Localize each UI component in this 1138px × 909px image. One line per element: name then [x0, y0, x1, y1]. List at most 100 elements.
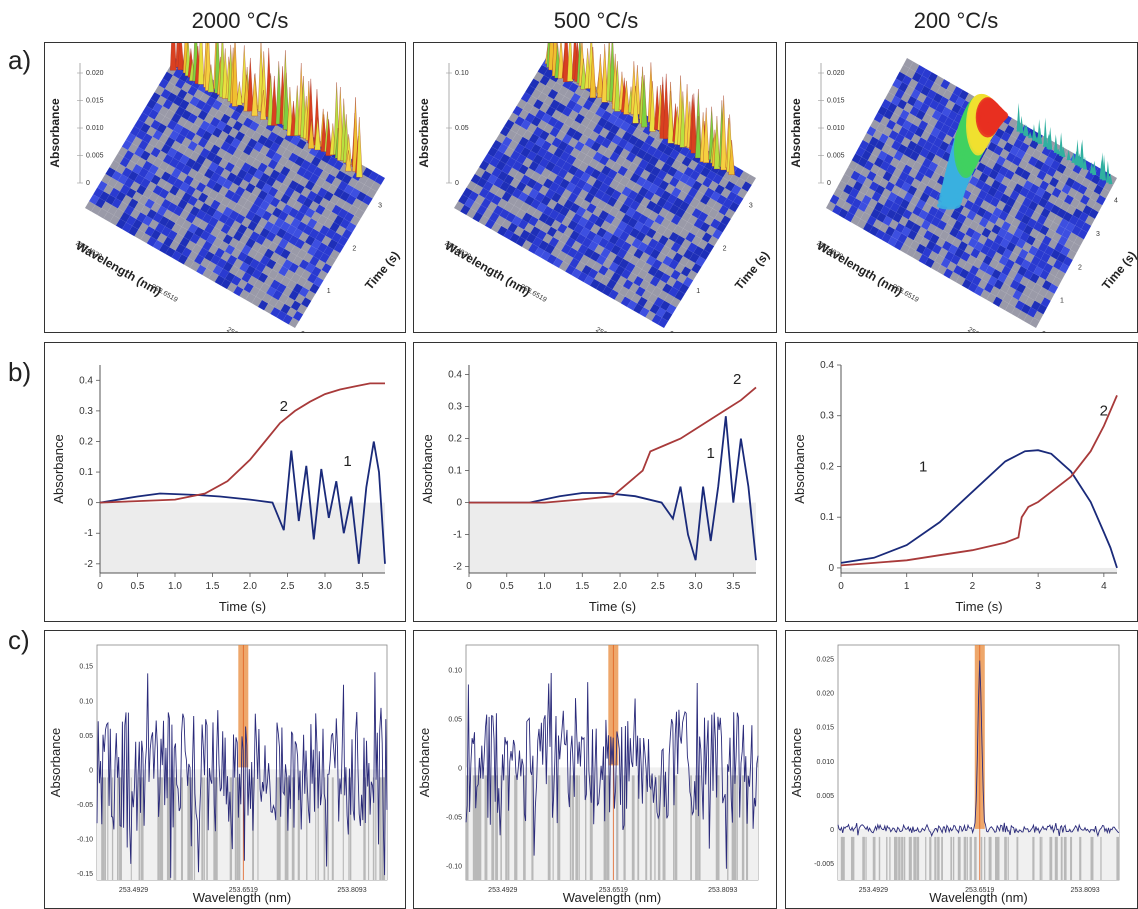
surface-cell [687, 187, 699, 198]
surface-cell [481, 170, 492, 181]
surface-cell [1039, 269, 1050, 281]
surface-cell [288, 207, 299, 218]
surface-cell [888, 219, 899, 230]
surface-cell [301, 269, 312, 281]
surface-cell [202, 213, 213, 224]
y-tick-label: 0.05 [448, 716, 462, 723]
surface-cell [163, 236, 174, 248]
surface-cell [1041, 190, 1052, 202]
time-axis-label: Time (s) [1099, 248, 1137, 292]
surface-cell [1066, 249, 1077, 260]
surface-cell [519, 229, 531, 241]
surface-cell [464, 197, 475, 209]
surface-cell [130, 126, 141, 137]
surface-cell [198, 192, 209, 203]
surface-cell [608, 206, 620, 218]
surface-cell [602, 285, 613, 297]
surface-cell [189, 178, 201, 189]
surface-cell [1019, 276, 1030, 287]
surface-cell [660, 272, 671, 284]
surface-cell [674, 235, 686, 246]
surface-cell [216, 175, 227, 186]
surface-cell [263, 220, 275, 232]
surface-cell [187, 223, 199, 234]
y-tick-label: 0.10 [448, 667, 462, 674]
surface-cell [173, 95, 184, 107]
surface-cell [265, 203, 277, 215]
surface-cell [280, 303, 291, 315]
surface-cell [1054, 197, 1065, 209]
surface-cell [157, 233, 168, 244]
surface-cell [1077, 184, 1088, 195]
surface-cell [932, 244, 943, 255]
surface-cell [265, 148, 276, 160]
y-axis-label: Absorbance [417, 728, 432, 797]
z-tick-label: 0.005 [86, 153, 104, 160]
surface-cell [181, 82, 192, 93]
spectrum-chart-c-2000: 253.4929 253.6519 253.8093-0.15-0.10-0.050… [48, 644, 388, 905]
surface-cell [993, 189, 1004, 201]
surface-cell [158, 188, 170, 199]
y-tick-label: 0.3 [820, 411, 834, 422]
surface-cell [946, 216, 957, 228]
surface-cell [214, 275, 225, 286]
surface-cell [274, 300, 285, 311]
surface-spike [567, 43, 574, 82]
surface-cell [1025, 190, 1036, 201]
surface-cell [671, 187, 682, 198]
surface-cell [965, 272, 976, 283]
surface-cell [578, 106, 590, 118]
surface-cell [982, 210, 993, 221]
surface-cell [629, 200, 641, 211]
surface-cell [146, 126, 157, 137]
x-tick-label: 1 [904, 581, 910, 592]
z-tick-label: 0.05 [455, 125, 469, 132]
surface-cell [687, 269, 698, 281]
surface-cell [163, 209, 174, 220]
surface-cell [526, 233, 537, 244]
surface-cell [194, 254, 205, 265]
surface-cell [594, 272, 605, 283]
surface-cell [237, 224, 248, 235]
surface-cell [179, 181, 190, 193]
surface-cell [1018, 293, 1029, 304]
surface-cell [855, 146, 866, 157]
surface-cell [310, 156, 322, 167]
surface-cell [949, 271, 960, 283]
surface-cell [199, 92, 211, 104]
surface-cell [276, 200, 287, 211]
surface-cell [277, 128, 289, 139]
x-tick-label: 4 [1101, 581, 1107, 592]
surface-cell [1048, 283, 1059, 294]
surface-cell [959, 268, 970, 279]
surface-cell [142, 105, 153, 117]
surface-cell [891, 95, 901, 106]
surface-cell [636, 176, 647, 187]
surface-cell [1012, 245, 1023, 256]
surface-cell [886, 208, 897, 220]
surface-cell [874, 201, 884, 213]
surface-cell [1006, 286, 1017, 297]
surface-cell [974, 241, 984, 252]
surface-cell [928, 206, 939, 217]
surface-cell [1018, 159, 1029, 170]
surface-cell [267, 186, 279, 198]
surface-cell [918, 120, 929, 131]
surface-cell [470, 173, 482, 185]
surface-cell [735, 177, 746, 189]
surface-cell [538, 212, 550, 224]
surface-cell [1057, 235, 1068, 246]
surface-cell [628, 134, 639, 146]
surface-cell [284, 269, 295, 280]
surface-cell [1001, 220, 1012, 232]
z-tick-label: 0 [827, 180, 831, 187]
surface-cell [1099, 188, 1110, 199]
surface-cell [621, 213, 632, 225]
surface-cell [280, 193, 291, 205]
surface-cell [243, 145, 254, 156]
surface-cell [185, 240, 197, 251]
surface-cell [681, 183, 692, 195]
surface-cell [590, 168, 602, 180]
surface-cell [924, 123, 935, 134]
surface-cell [626, 300, 638, 311]
